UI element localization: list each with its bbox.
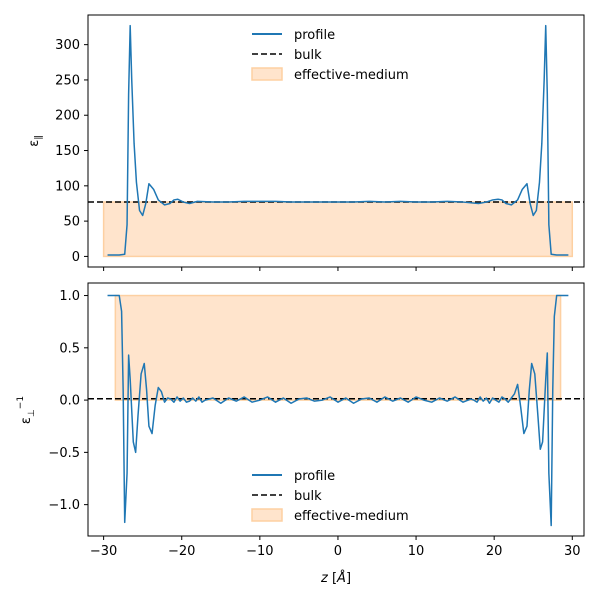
legend-profile-label: profile	[294, 28, 335, 43]
y-tick-label: 50	[63, 215, 80, 230]
panel-epsilon-perp-inverse: −1.0−0.50.00.51.0 −30 −20 −10 0 10 20 30 ε⊥−1 …	[16, 282, 585, 586]
legend-effective-medium-label: effective-medium	[294, 68, 409, 83]
y-tick-label: 200	[55, 109, 80, 124]
panel-epsilon-parallel: 0 50 100 150 200 250 300 ε∥ profile bulk effecti…	[27, 14, 585, 271]
profile-path	[107, 24, 569, 256]
y-tick-label: 0.5	[59, 341, 80, 356]
effective-medium-fill	[114, 294, 562, 401]
legend-bulk-label: bulk	[294, 489, 322, 504]
axes-frame-bottom	[87, 282, 585, 537]
x-tick-label: −30	[90, 544, 117, 559]
x-axis-label: z [Å]	[320, 570, 351, 586]
x-tick-label: −20	[168, 544, 195, 559]
y-axis-ticks-bottom: −1.0 −0.5 0.0 0.5 1.0	[48, 289, 88, 513]
y-tick-label: 300	[55, 38, 80, 53]
profile-line	[107, 294, 569, 527]
x-tick-label: 30	[564, 544, 581, 559]
legend-effective-medium-swatch	[251, 508, 283, 522]
x-axis-ticks-top	[103, 267, 573, 271]
y-tick-label: 0.0	[59, 394, 80, 409]
legend-bulk-label: bulk	[294, 48, 322, 63]
legend-profile-label: profile	[294, 469, 335, 484]
profile-path	[107, 294, 569, 527]
legend-top: profile bulk effective-medium	[251, 28, 409, 83]
profile-line	[107, 24, 569, 256]
legend-effective-medium-label: effective-medium	[294, 509, 409, 524]
legend-effective-medium-swatch	[251, 67, 283, 81]
y-tick-label: 150	[55, 144, 80, 159]
x-axis-ticks-bottom: −30 −20 −10 0 10 20 30	[90, 536, 581, 559]
x-tick-label: 20	[486, 544, 503, 559]
y-tick-label: 250	[55, 73, 80, 88]
axes-frame-top	[87, 14, 585, 268]
y-axis-ticks-top: 0 50 100 150 200 250 300	[55, 38, 88, 265]
effective-medium-area	[102, 201, 574, 258]
y-tick-label: −0.5	[48, 446, 80, 461]
x-tick-label: 0	[334, 544, 342, 559]
y-tick-label: 1.0	[59, 289, 80, 304]
x-tick-label: −10	[246, 544, 273, 559]
y-tick-label: 100	[55, 179, 80, 194]
y-tick-label: −1.0	[48, 498, 80, 513]
y-axis-label-top: ε∥	[27, 135, 44, 147]
y-tick-label: 0	[72, 250, 80, 265]
effective-medium-area	[114, 294, 562, 401]
legend-bottom: profile bulk effective-medium	[251, 469, 409, 524]
x-tick-label: 10	[408, 544, 425, 559]
effective-medium-fill	[102, 201, 574, 258]
y-axis-label-bottom: ε⊥−1	[16, 396, 37, 424]
